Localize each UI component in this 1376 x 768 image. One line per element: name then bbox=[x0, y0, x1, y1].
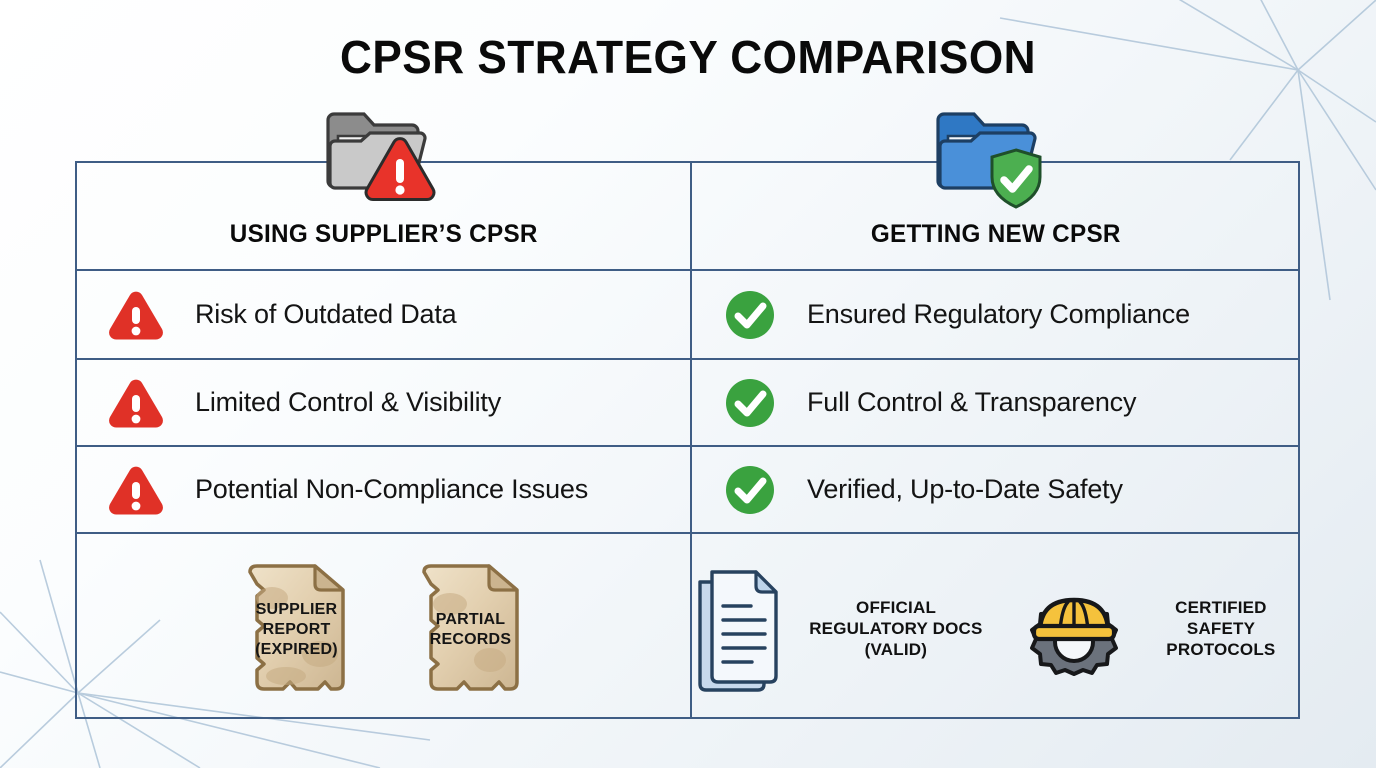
row-label: Full Control & Transparency bbox=[807, 387, 1137, 417]
column-header-new-cpsr: GETTING NEW CPSR bbox=[692, 163, 1300, 271]
column-header-label: GETTING NEW CPSR bbox=[871, 220, 1121, 248]
row-label: Limited Control & Visibility bbox=[195, 387, 502, 417]
table-row: Full Control & Transparency bbox=[692, 359, 1300, 446]
column-header-supplier: USING SUPPLIER’S CPSR bbox=[77, 163, 690, 271]
proof-row-new-cpsr: OFFICIAL REGULATORY DOCS (VALID) bbox=[692, 538, 1300, 721]
row-divider-2 bbox=[77, 445, 1298, 447]
hardhat-gear-icon bbox=[1029, 597, 1118, 676]
green-check-circle-icon bbox=[692, 464, 807, 516]
header-divider bbox=[77, 269, 1298, 271]
parchment-document-icon: PARTIAL RECORDS bbox=[412, 558, 530, 701]
table-row: Limited Control & Visibility bbox=[77, 359, 690, 446]
warning-triangle-icon bbox=[77, 290, 195, 340]
column-header-label: USING SUPPLIER’S CPSR bbox=[229, 220, 538, 248]
row-label: Verified, Up-to-Date Safety bbox=[807, 474, 1123, 504]
warning-triangle-icon bbox=[77, 465, 195, 515]
proof-item-docs: OFFICIAL REGULATORY DOCS (VALID) bbox=[692, 564, 994, 696]
column-new-cpsr: GETTING NEW CPSR Ensured Regulatory Comp… bbox=[692, 163, 1300, 717]
row-label: Risk of Outdated Data bbox=[195, 299, 457, 329]
column-divider bbox=[690, 163, 692, 717]
green-check-circle-icon bbox=[692, 289, 807, 341]
parchment-document-icon: SUPPLIER REPORT (EXPIRED) bbox=[238, 558, 356, 701]
proof-label: CERTIFIED SAFETY PROTOCOLS bbox=[1166, 598, 1276, 659]
grey-folder-warning-icon bbox=[322, 106, 438, 208]
proof-row-supplier: SUPPLIER REPORT (EXPIRED) bbox=[77, 538, 690, 721]
table-row: Risk of Outdated Data bbox=[77, 271, 690, 358]
warning-triangle-icon bbox=[77, 378, 195, 428]
parchment-label: SUPPLIER REPORT (EXPIRED) bbox=[255, 600, 338, 658]
proof-item-safety: CERTIFIED SAFETY PROTOCOLS bbox=[1020, 574, 1300, 686]
column-supplier: USING SUPPLIER’S CPSR Risk of Outdated D… bbox=[77, 163, 690, 717]
stacked-documents-icon bbox=[698, 569, 778, 692]
table-row: Verified, Up-to-Date Safety bbox=[692, 446, 1300, 533]
row-label: Potential Non-Compliance Issues bbox=[195, 474, 588, 504]
proof-label: OFFICIAL REGULATORY DOCS (VALID) bbox=[809, 598, 983, 659]
green-check-circle-icon bbox=[692, 377, 807, 429]
table-row: Potential Non-Compliance Issues bbox=[77, 446, 690, 533]
parchment-label: PARTIAL RECORDS bbox=[429, 610, 512, 648]
page-title: CPSR STRATEGY COMPARISON bbox=[339, 31, 1037, 83]
table-row: Ensured Regulatory Compliance bbox=[692, 271, 1300, 358]
blue-folder-shield-icon bbox=[932, 106, 1048, 209]
row-divider-3 bbox=[77, 532, 1298, 534]
comparison-table: USING SUPPLIER’S CPSR Risk of Outdated D… bbox=[75, 161, 1300, 719]
row-divider-1 bbox=[77, 358, 1298, 360]
row-label: Ensured Regulatory Compliance bbox=[807, 299, 1190, 329]
